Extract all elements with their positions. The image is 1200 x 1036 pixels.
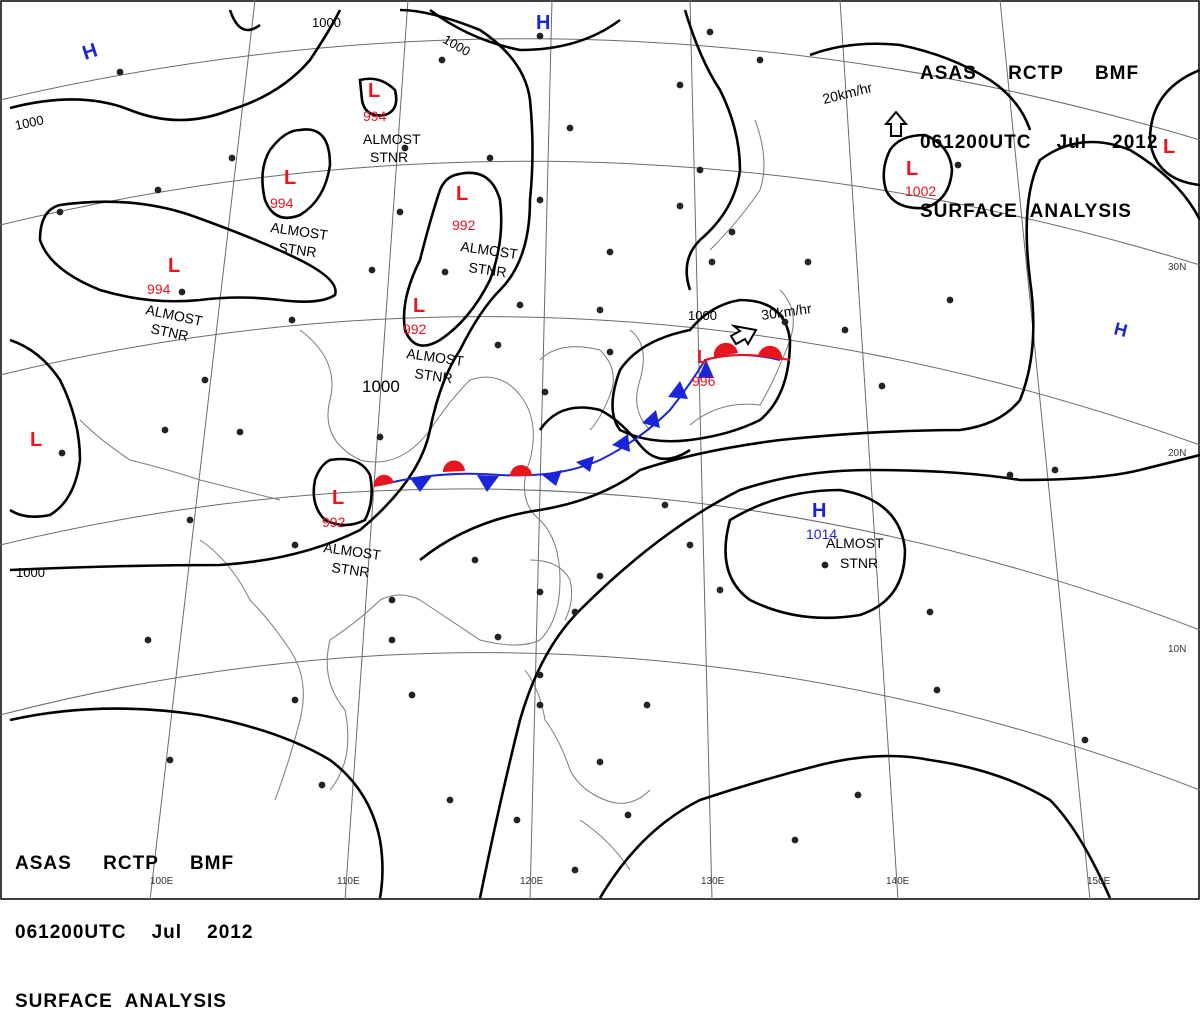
isobars [9, 8, 1200, 899]
motion-arrow-icon [883, 110, 909, 137]
low-center-letter: L [368, 80, 380, 102]
station-plots [56, 28, 1089, 874]
low-pressure-centres: L 994 L 994 L 994 L 992 L 992 L 992 L 99… [30, 80, 1175, 530]
almost-label: ALMOST [406, 345, 466, 369]
high-center-letter: H [80, 39, 101, 64]
warm-front-marker [373, 474, 394, 487]
title-line-2: 061200UTC Jul 2012 [15, 922, 254, 943]
low-center-letter: L [697, 347, 708, 367]
low-center-pressure: 994 [147, 281, 171, 297]
almost-label: ALMOST [363, 131, 421, 147]
longitude-label: 140E [886, 876, 910, 887]
cold-front-marker [642, 410, 660, 428]
low-center-pressure: 994 [363, 108, 387, 124]
isobar-label: 1000 [441, 32, 474, 59]
stnr-label: STNR [840, 555, 878, 571]
latitude-label: 30N [1168, 262, 1186, 273]
longitude-label: 120E [520, 876, 544, 887]
stationary-annotations: ALMOST STNR ALMOST STNR ALMOST STNR ALMO… [144, 131, 884, 580]
cold-front-marker [477, 475, 499, 492]
title-block-top: ASAS RCTP BMF 061200UTC Jul 2012 SURFACE… [920, 16, 1158, 246]
stnr-label: STNR [414, 365, 454, 386]
title-line-3: SURFACE ANALYSIS [15, 991, 227, 1012]
low-center-letter: L [30, 429, 42, 451]
motion-speed-label: 20km/hr [821, 79, 874, 107]
low-center-letter: L [1163, 136, 1175, 158]
low-center-letter: L [168, 255, 180, 277]
stnr-label: STNR [331, 559, 371, 580]
isobar-label: 1000 [688, 308, 717, 323]
cold-front-marker [410, 476, 432, 492]
high-center-letter: H [1112, 318, 1129, 341]
graticule-labels: 100E 110E 120E 130E 140E 150E 30N 20N 10… [150, 262, 1186, 887]
high-center-letter: H [812, 500, 826, 522]
cold-front-marker [698, 360, 714, 378]
high-pressure-centres: H H H 1014 H [80, 12, 1130, 542]
isobar-label: 1000 [312, 15, 341, 30]
almost-label: ALMOST [460, 238, 520, 262]
almost-label: ALMOST [270, 219, 330, 243]
stnr-label: STNR [278, 239, 318, 260]
map-frame [0, 0, 1200, 900]
title-line-1: ASAS RCTP BMF [15, 853, 235, 874]
isobar-label-group: 1000 1000 1000 1000 1000 [14, 15, 717, 580]
high-center-letter: H [536, 12, 550, 34]
motion-arrows [729, 110, 909, 346]
motion-speed-label: 30km/hr [760, 300, 813, 323]
coastlines [79, 119, 794, 871]
high-center-pressure: 1014 [806, 526, 837, 542]
low-center-pressure: 994 [270, 195, 294, 211]
low-center-letter: L [906, 158, 918, 180]
isobar-label-large: 1000 [362, 377, 400, 396]
low-center-pressure: 992 [322, 514, 346, 530]
cold-front-marker [576, 456, 594, 472]
longitude-label: 100E [150, 876, 174, 887]
longitude-grid [149, 0, 1091, 900]
low-center-letter: L [456, 183, 468, 205]
frontal-system [373, 342, 791, 492]
low-center-pressure: 996 [692, 373, 716, 389]
title-line-3: SURFACE ANALYSIS [920, 201, 1132, 222]
almost-label: ALMOST [323, 539, 383, 563]
isobar-label: 1000 [16, 565, 45, 580]
isobar-label: 1000 [14, 112, 45, 133]
latitude-label: 10N [1168, 644, 1186, 655]
warm-front-marker [510, 465, 532, 476]
low-center-pressure: 1002 [905, 183, 936, 199]
low-center-letter: L [284, 167, 296, 189]
longitude-label: 150E [1087, 876, 1111, 887]
low-center-pressure: 992 [452, 217, 476, 233]
stnr-label: STNR [468, 259, 508, 280]
title-line-1: ASAS RCTP BMF [920, 63, 1140, 84]
surface-analysis-map: 1000 1000 1000 1000 1000 1000 20km/hr 30… [0, 0, 1200, 900]
title-block-bottom: ASAS RCTP BMF 061200UTC Jul 2012 SURFACE… [15, 806, 253, 1036]
stnr-label: STNR [149, 320, 190, 344]
warm-front-marker [442, 460, 465, 472]
warm-front-marker [713, 342, 738, 357]
cold-front-marker [542, 470, 562, 486]
cold-front-marker [668, 381, 688, 399]
title-line-2: 061200UTC Jul 2012 [920, 132, 1159, 153]
low-center-letter: L [413, 295, 425, 317]
longitude-label: 110E [337, 876, 360, 887]
stnr-label: STNR [370, 149, 408, 165]
longitude-label: 130E [701, 876, 725, 887]
low-center-letter: L [332, 487, 344, 509]
almost-label: ALMOST [826, 535, 884, 551]
warm-front-marker [758, 345, 783, 360]
latitude-label: 20N [1168, 448, 1186, 459]
cold-front-marker [612, 434, 630, 452]
motion-arrow-icon [729, 324, 758, 346]
low-center-pressure: 992 [403, 321, 427, 337]
